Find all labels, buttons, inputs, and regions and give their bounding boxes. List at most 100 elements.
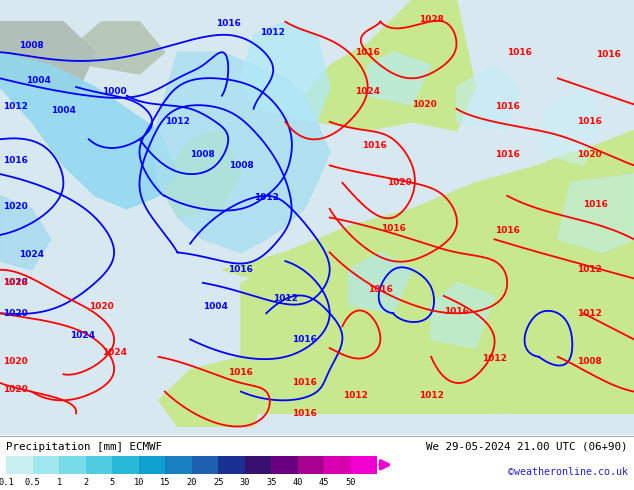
Text: 0.1: 0.1 — [0, 478, 14, 487]
Text: 1016: 1016 — [292, 335, 317, 344]
Text: 1024: 1024 — [355, 87, 380, 96]
Polygon shape — [0, 22, 95, 96]
Text: 1024: 1024 — [101, 348, 127, 357]
Text: 1012: 1012 — [3, 102, 29, 111]
Text: 1016: 1016 — [495, 150, 520, 159]
Polygon shape — [0, 52, 178, 209]
Polygon shape — [158, 130, 241, 218]
Text: 30: 30 — [240, 478, 250, 487]
Text: 1020: 1020 — [577, 150, 602, 159]
Bar — [112, 456, 139, 473]
Text: 1016: 1016 — [596, 50, 621, 59]
Text: 1004: 1004 — [203, 302, 228, 311]
Polygon shape — [241, 22, 330, 122]
Text: Precipitation [mm] ECMWF: Precipitation [mm] ECMWF — [6, 441, 162, 452]
Text: 1016: 1016 — [495, 226, 520, 235]
Polygon shape — [0, 196, 51, 270]
Polygon shape — [158, 357, 266, 426]
Text: 45: 45 — [319, 478, 330, 487]
Text: 50: 50 — [346, 478, 356, 487]
Bar — [6, 456, 33, 473]
Text: 1016: 1016 — [228, 265, 254, 274]
Bar — [324, 456, 351, 473]
Text: 1020: 1020 — [3, 357, 29, 366]
Polygon shape — [152, 52, 330, 252]
Text: 35: 35 — [266, 478, 276, 487]
Text: 2: 2 — [83, 478, 88, 487]
Text: 0.5: 0.5 — [25, 478, 41, 487]
Text: 1012: 1012 — [260, 28, 285, 37]
Bar — [271, 456, 298, 473]
Text: 1012: 1012 — [165, 117, 190, 126]
Bar — [245, 456, 271, 473]
Text: 1000: 1000 — [102, 87, 126, 96]
Text: 1008: 1008 — [19, 41, 44, 50]
Polygon shape — [456, 65, 520, 130]
Polygon shape — [349, 252, 412, 313]
Bar — [218, 456, 245, 473]
Bar — [86, 456, 112, 473]
Text: ©weatheronline.co.uk: ©weatheronline.co.uk — [508, 467, 628, 477]
Bar — [165, 456, 191, 473]
Bar — [33, 456, 60, 473]
Text: 1028: 1028 — [3, 278, 29, 287]
Text: 1012: 1012 — [342, 392, 368, 400]
Text: 1016: 1016 — [361, 141, 387, 150]
Text: 5: 5 — [110, 478, 115, 487]
Text: 1012: 1012 — [254, 194, 279, 202]
Text: 1020: 1020 — [3, 385, 29, 394]
Text: 1012: 1012 — [273, 294, 298, 302]
Text: 1008: 1008 — [190, 150, 216, 159]
Polygon shape — [76, 22, 165, 74]
Text: 1016: 1016 — [355, 48, 380, 57]
Text: 40: 40 — [292, 478, 303, 487]
Bar — [191, 456, 218, 473]
Text: 10: 10 — [134, 478, 144, 487]
Text: 1016: 1016 — [3, 156, 29, 166]
Text: 1016: 1016 — [292, 378, 317, 388]
Polygon shape — [539, 87, 602, 165]
Polygon shape — [368, 52, 431, 104]
Polygon shape — [304, 0, 476, 130]
Text: 1024: 1024 — [70, 331, 95, 340]
Polygon shape — [558, 174, 634, 252]
Text: 1020: 1020 — [3, 202, 29, 211]
Text: 1020: 1020 — [89, 302, 114, 311]
Text: 1016: 1016 — [495, 102, 520, 111]
Text: 25: 25 — [213, 478, 224, 487]
Text: We 29-05-2024 21.00 UTC (06+90): We 29-05-2024 21.00 UTC (06+90) — [426, 441, 628, 452]
Text: 1: 1 — [56, 478, 62, 487]
Text: 1008: 1008 — [577, 357, 602, 366]
Text: 1028: 1028 — [418, 15, 444, 24]
Text: 1020: 1020 — [387, 178, 412, 187]
Text: 1016: 1016 — [380, 224, 406, 233]
Text: 1016: 1016 — [444, 307, 469, 316]
Text: 1016: 1016 — [507, 48, 533, 57]
Text: 1012: 1012 — [418, 392, 444, 400]
Polygon shape — [222, 152, 634, 414]
Bar — [298, 456, 324, 473]
Bar — [351, 456, 377, 473]
Text: 1020: 1020 — [412, 100, 437, 109]
Text: 1016: 1016 — [583, 200, 609, 209]
Text: 1016: 1016 — [216, 20, 241, 28]
Text: 1012: 1012 — [482, 354, 507, 364]
Text: 1004: 1004 — [51, 106, 76, 116]
Text: 1024: 1024 — [19, 250, 44, 259]
Text: 1020: 1020 — [3, 309, 29, 318]
Text: 1004: 1004 — [25, 76, 51, 85]
Text: 20: 20 — [186, 478, 197, 487]
Text: 1016: 1016 — [577, 117, 602, 126]
Bar — [60, 456, 86, 473]
Text: 1016: 1016 — [368, 285, 393, 294]
Text: 1008: 1008 — [228, 161, 254, 170]
Text: 1016: 1016 — [3, 278, 29, 287]
Text: 1016: 1016 — [228, 368, 254, 376]
Polygon shape — [241, 130, 634, 414]
Bar — [139, 456, 165, 473]
Text: 1016: 1016 — [292, 409, 317, 418]
Text: 1012: 1012 — [577, 265, 602, 274]
Polygon shape — [431, 283, 495, 348]
Text: 15: 15 — [160, 478, 171, 487]
Text: 1012: 1012 — [577, 309, 602, 318]
